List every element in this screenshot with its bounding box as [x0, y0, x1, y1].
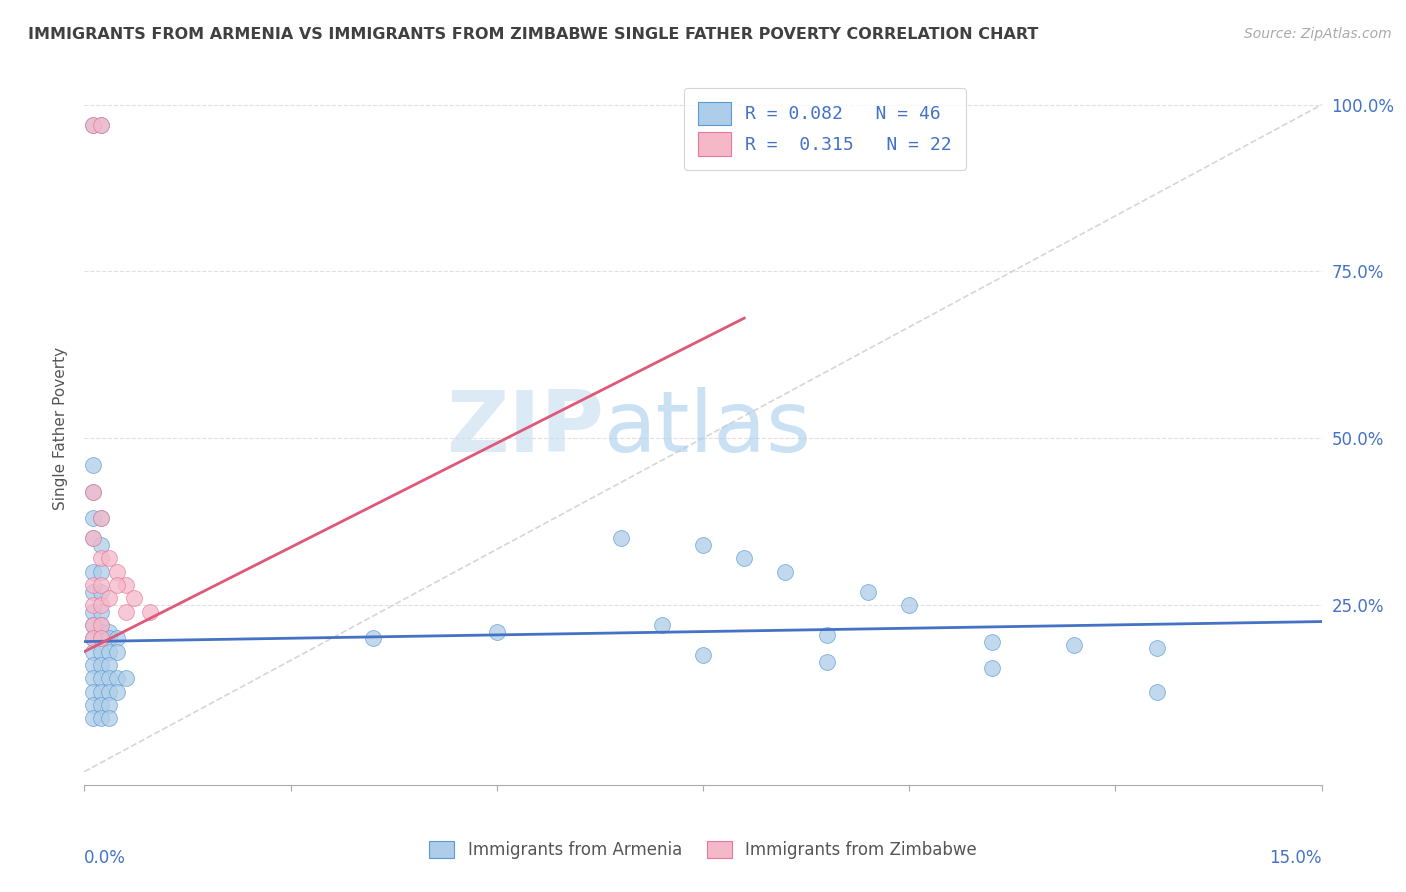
Point: [98, 644, 121, 658]
Point: [90, 511, 112, 525]
Point: [82, 565, 104, 579]
Point: [82, 484, 104, 499]
Point: [90, 118, 112, 132]
Legend: R = 0.082   N = 46, R =  0.315   N = 22: R = 0.082 N = 46, R = 0.315 N = 22: [683, 87, 966, 170]
Legend: Immigrants from Armenia, Immigrants from Zimbabwe: Immigrants from Armenia, Immigrants from…: [422, 834, 984, 866]
Point: [114, 578, 136, 592]
Point: [139, 605, 162, 619]
Text: 15.0%: 15.0%: [1270, 849, 1322, 867]
Point: [82, 671, 104, 685]
Point: [82, 118, 104, 132]
Point: [105, 632, 128, 646]
Point: [485, 624, 508, 639]
Point: [815, 655, 838, 669]
Point: [98, 551, 121, 566]
Point: [692, 648, 714, 662]
Point: [82, 632, 104, 646]
Point: [105, 578, 128, 592]
Point: [122, 591, 145, 606]
Point: [90, 632, 112, 646]
Point: [90, 711, 112, 725]
Point: [98, 711, 121, 725]
Point: [82, 618, 104, 632]
Point: [90, 657, 112, 672]
Point: [82, 118, 104, 132]
Point: [90, 605, 112, 619]
Point: [82, 698, 104, 712]
Point: [105, 684, 128, 698]
Point: [98, 671, 121, 685]
Point: [898, 598, 921, 612]
Point: [361, 632, 384, 646]
Point: [105, 671, 128, 685]
Point: [90, 644, 112, 658]
Point: [980, 634, 1002, 648]
Point: [651, 618, 673, 632]
Point: [609, 531, 631, 545]
Point: [90, 118, 112, 132]
Point: [1063, 638, 1085, 652]
Point: [90, 565, 112, 579]
Point: [90, 511, 112, 525]
Point: [82, 711, 104, 725]
Point: [98, 632, 121, 646]
Point: [90, 671, 112, 685]
Point: [98, 624, 121, 639]
Point: [98, 657, 121, 672]
Point: [90, 618, 112, 632]
Point: [82, 618, 104, 632]
Text: Source: ZipAtlas.com: Source: ZipAtlas.com: [1244, 27, 1392, 41]
Point: [90, 584, 112, 599]
Point: [82, 605, 104, 619]
Point: [90, 632, 112, 646]
Point: [90, 618, 112, 632]
Point: [90, 684, 112, 698]
Point: [98, 591, 121, 606]
Point: [82, 578, 104, 592]
Point: [82, 531, 104, 545]
Point: [82, 511, 104, 525]
Point: [90, 551, 112, 566]
Text: IMMIGRANTS FROM ARMENIA VS IMMIGRANTS FROM ZIMBABWE SINGLE FATHER POVERTY CORREL: IMMIGRANTS FROM ARMENIA VS IMMIGRANTS FR…: [28, 27, 1039, 42]
Y-axis label: Single Father Poverty: Single Father Poverty: [53, 347, 69, 509]
Point: [82, 484, 104, 499]
Text: 0.0%: 0.0%: [84, 849, 127, 867]
Point: [82, 458, 104, 472]
Point: [82, 657, 104, 672]
Point: [98, 684, 121, 698]
Point: [114, 605, 136, 619]
Point: [105, 644, 128, 658]
Point: [82, 632, 104, 646]
Point: [90, 698, 112, 712]
Point: [90, 538, 112, 552]
Point: [82, 598, 104, 612]
Point: [733, 551, 755, 566]
Point: [82, 684, 104, 698]
Point: [775, 565, 797, 579]
Point: [1146, 684, 1168, 698]
Point: [856, 584, 879, 599]
Point: [82, 644, 104, 658]
Point: [82, 584, 104, 599]
Point: [815, 628, 838, 642]
Point: [114, 671, 136, 685]
Point: [90, 598, 112, 612]
Point: [980, 661, 1002, 675]
Point: [90, 578, 112, 592]
Point: [692, 538, 714, 552]
Text: atlas: atlas: [605, 386, 813, 470]
Point: [1146, 641, 1168, 656]
Point: [105, 565, 128, 579]
Text: ZIP: ZIP: [446, 386, 605, 470]
Point: [90, 624, 112, 639]
Point: [98, 698, 121, 712]
Point: [82, 531, 104, 545]
